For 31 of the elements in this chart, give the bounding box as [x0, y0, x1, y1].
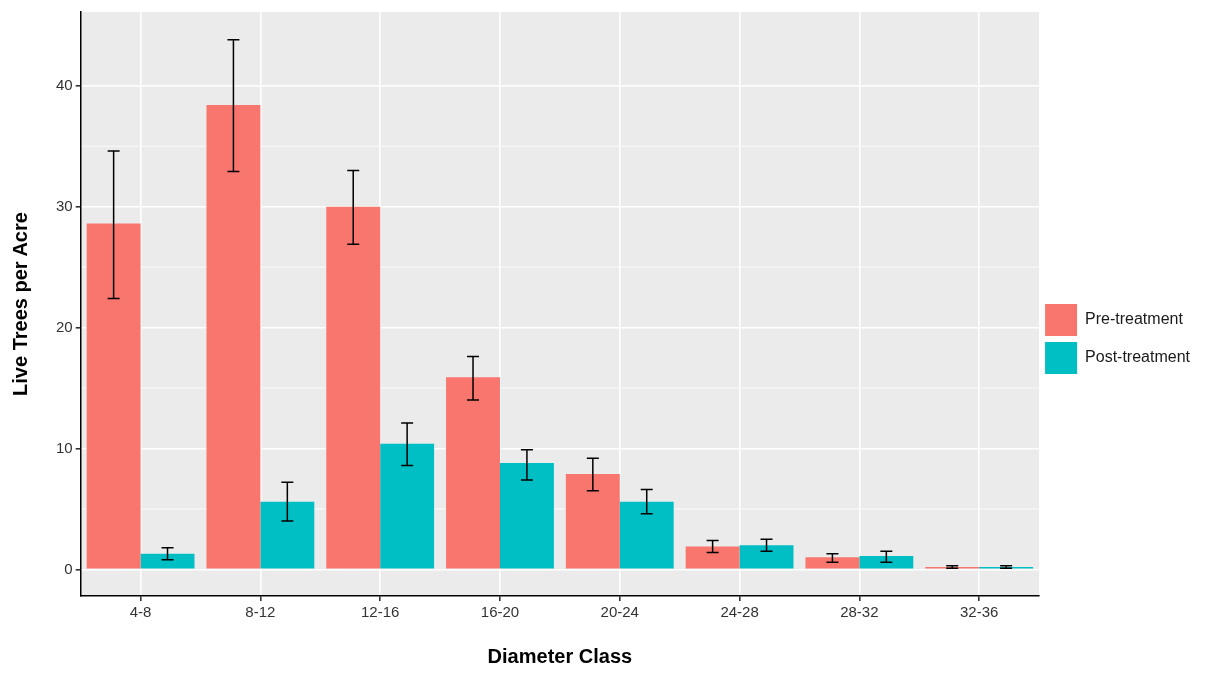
bar: [739, 545, 794, 569]
y-tick-label: 20: [56, 317, 73, 335]
bar: [140, 553, 195, 569]
bar: [206, 105, 261, 569]
x-tick-label: 32-36: [959, 603, 999, 621]
x-tick-label: 8-12: [245, 603, 276, 621]
bar: [446, 377, 500, 569]
bar: [499, 463, 554, 569]
x-tick-label: 16-20: [480, 603, 520, 621]
bar: [805, 557, 860, 569]
x-tick-label: 28-32: [840, 603, 879, 621]
y-tick-label: 40: [56, 75, 73, 93]
x-tick-label: 12-16: [360, 603, 400, 621]
x-tick-label: 20-24: [600, 603, 639, 621]
bar: [565, 473, 620, 569]
x-axis-title: Diameter Class: [487, 644, 633, 667]
bar: [859, 556, 914, 569]
y-tick-label: 10: [56, 438, 73, 456]
legend-label: Pre-treatment: [1085, 310, 1184, 328]
bar: [619, 501, 674, 569]
y-axis-title: Live Trees per Acre: [8, 212, 31, 396]
x-tick-label: 4-8: [129, 603, 152, 621]
bar: [260, 501, 315, 569]
legend-label: Post-treatment: [1085, 348, 1191, 366]
bar: [380, 443, 435, 569]
bar: [685, 546, 740, 569]
bar: [326, 206, 381, 569]
bar: [86, 223, 141, 569]
y-tick-label: 30: [56, 196, 73, 214]
y-tick-label: 0: [64, 559, 73, 577]
x-tick-label: 24-28: [720, 603, 759, 621]
